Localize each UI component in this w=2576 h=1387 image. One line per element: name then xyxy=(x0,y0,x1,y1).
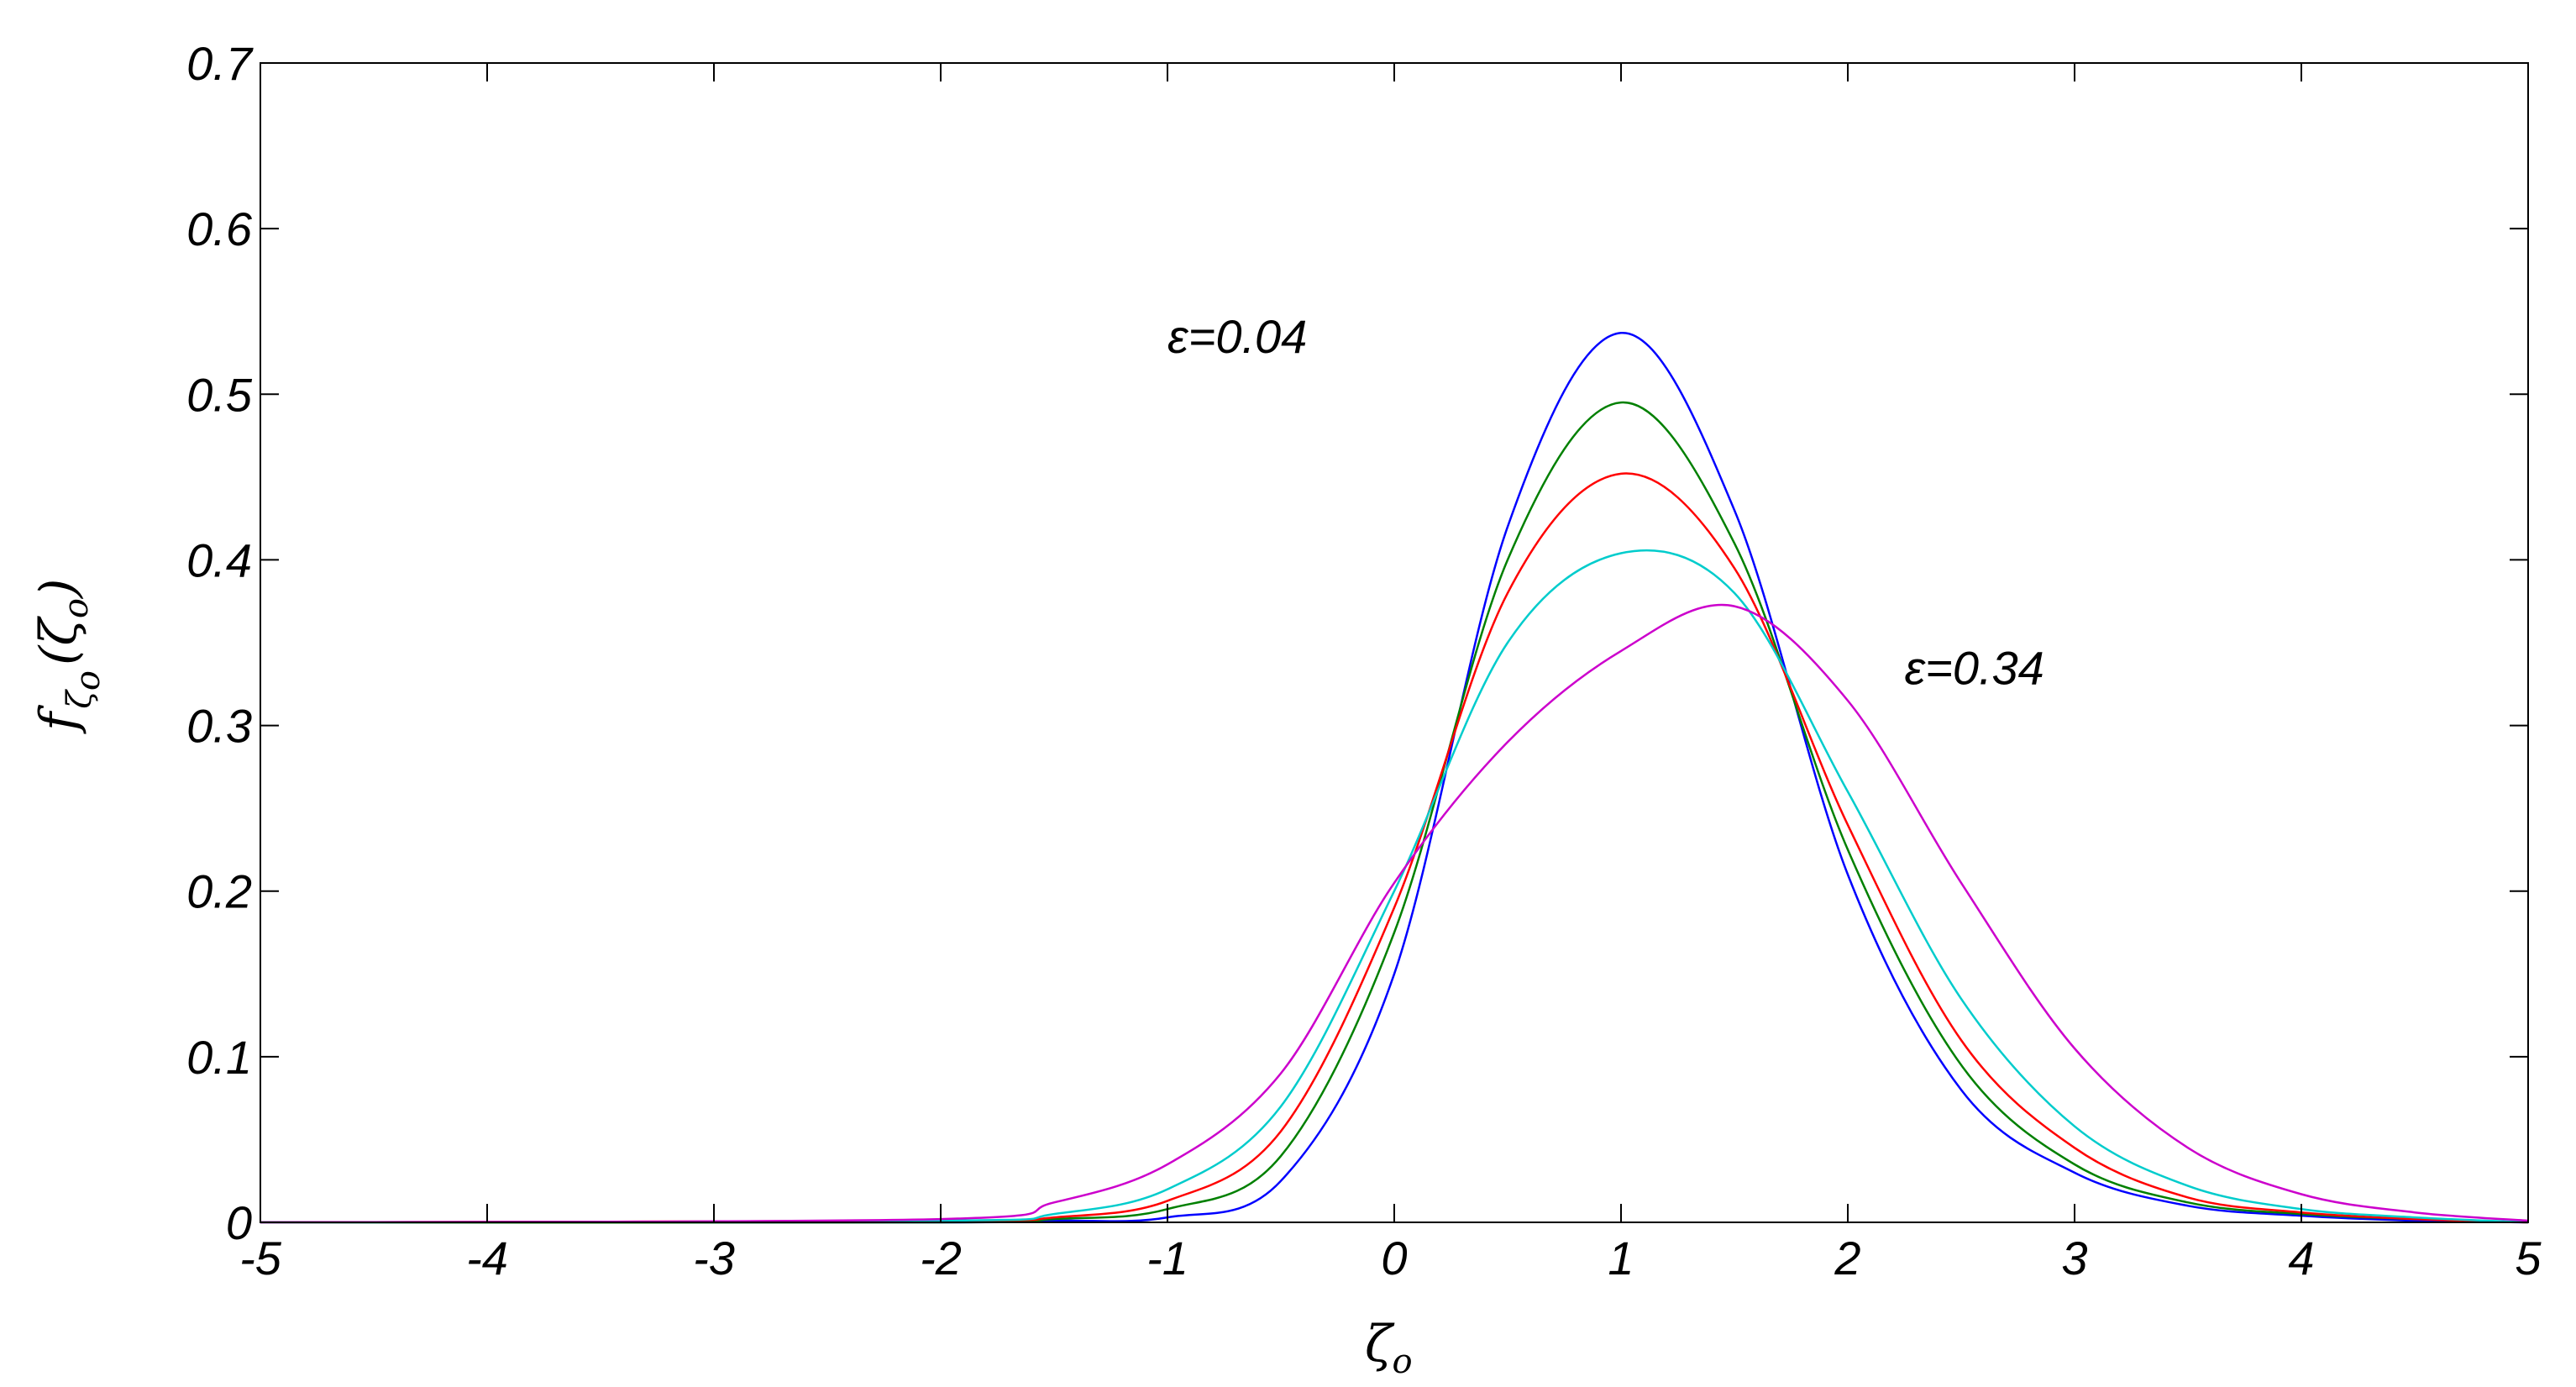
y-axis-label-arg: (ζ xyxy=(29,616,88,665)
y-tick-label: 0 xyxy=(226,1196,252,1249)
x-tick-label: -1 xyxy=(1146,1232,1188,1285)
x-tick-labels: -5 -4 -3 -2 -1 0 1 2 3 4 5 xyxy=(239,1232,2542,1285)
x-tick-label: 1 xyxy=(1608,1232,1634,1285)
series-line-3 xyxy=(260,472,2529,1224)
annotations: ε=0.04 ε=0.34 xyxy=(1167,310,2044,694)
series-line-2 xyxy=(260,401,2529,1224)
x-axis-label-sub: o xyxy=(1393,1342,1413,1381)
axis-ticks xyxy=(260,62,2529,1223)
y-tick-labels: 0 0.1 0.2 0.3 0.4 0.5 0.6 0.7 xyxy=(186,37,254,1249)
x-tick-label: 4 xyxy=(2288,1232,2314,1285)
x-tick-label: 5 xyxy=(2515,1232,2542,1285)
x-tick-label: -2 xyxy=(920,1232,962,1285)
y-axis-label-argsub: o xyxy=(57,598,96,618)
y-tick-label: 0.1 xyxy=(186,1031,252,1084)
series-line-4 xyxy=(260,549,2529,1224)
series-line-1 xyxy=(260,332,2529,1224)
series-line-5 xyxy=(260,603,2529,1224)
y-tick-label: 0.6 xyxy=(186,202,253,255)
annotation-epsilon-1: ε=0.04 xyxy=(1167,310,1307,363)
y-axis-label-sub2: o xyxy=(69,670,108,691)
x-tick-label: -5 xyxy=(239,1232,282,1285)
x-tick-label: 2 xyxy=(1834,1232,1860,1285)
y-tick-label: 0.7 xyxy=(186,37,254,90)
y-axis-label-sub1: ζ xyxy=(60,689,99,709)
x-axis-label-main: ζ xyxy=(1365,1315,1395,1374)
y-tick-label: 0.2 xyxy=(186,865,252,918)
x-axis-label: ζo xyxy=(1365,1315,1413,1381)
y-tick-label: 0.3 xyxy=(186,700,252,753)
y-tick-label: 0.4 xyxy=(186,533,252,586)
annotation-epsilon-2: ε=0.34 xyxy=(1905,641,2044,694)
x-tick-label: 3 xyxy=(2061,1232,2087,1285)
x-tick-label: -3 xyxy=(693,1232,735,1285)
y-tick-label: 0.5 xyxy=(186,368,253,421)
y-axis-label-close: ) xyxy=(29,579,88,600)
series-lines xyxy=(260,332,2529,1224)
x-tick-label: 0 xyxy=(1381,1232,1407,1285)
x-tick-label: -4 xyxy=(466,1232,508,1285)
